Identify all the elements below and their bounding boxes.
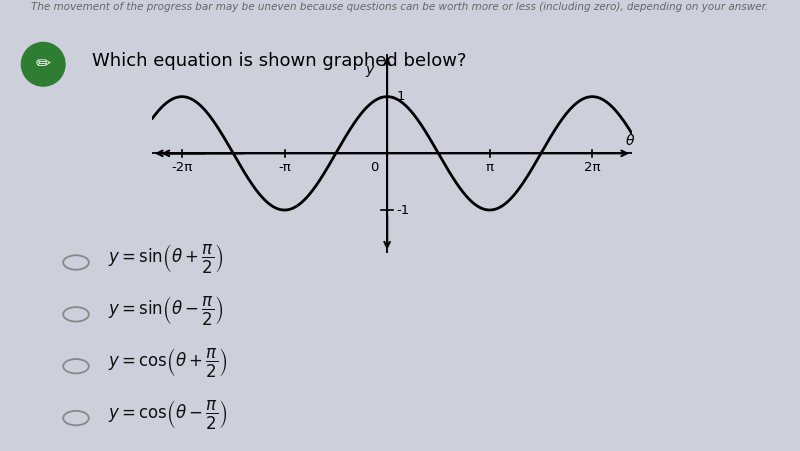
Text: 1: 1 [396, 90, 405, 103]
Text: $y = \sin\!\left(\theta - \dfrac{\pi}{2}\right)$: $y = \sin\!\left(\theta - \dfrac{\pi}{2}… [108, 294, 223, 327]
Text: 2π: 2π [584, 161, 601, 174]
Text: -π: -π [278, 161, 291, 174]
Text: ✏: ✏ [36, 55, 50, 73]
Text: -1: -1 [396, 203, 410, 216]
Text: 0: 0 [370, 161, 379, 174]
Text: θ: θ [626, 134, 634, 148]
Text: Which equation is shown graphed below?: Which equation is shown graphed below? [92, 52, 466, 70]
Text: -2π: -2π [171, 161, 193, 174]
Text: The movement of the progress bar may be uneven because questions can be worth mo: The movement of the progress bar may be … [31, 2, 769, 12]
Text: π: π [486, 161, 494, 174]
Text: $y = \cos\!\left(\theta - \dfrac{\pi}{2}\right)$: $y = \cos\!\left(\theta - \dfrac{\pi}{2}… [108, 398, 228, 431]
Text: y: y [366, 63, 374, 77]
Circle shape [22, 42, 65, 86]
Text: $y = \cos\!\left(\theta + \dfrac{\pi}{2}\right)$: $y = \cos\!\left(\theta + \dfrac{\pi}{2}… [108, 346, 228, 379]
Text: $y = \sin\!\left(\theta + \dfrac{\pi}{2}\right)$: $y = \sin\!\left(\theta + \dfrac{\pi}{2}… [108, 242, 223, 275]
